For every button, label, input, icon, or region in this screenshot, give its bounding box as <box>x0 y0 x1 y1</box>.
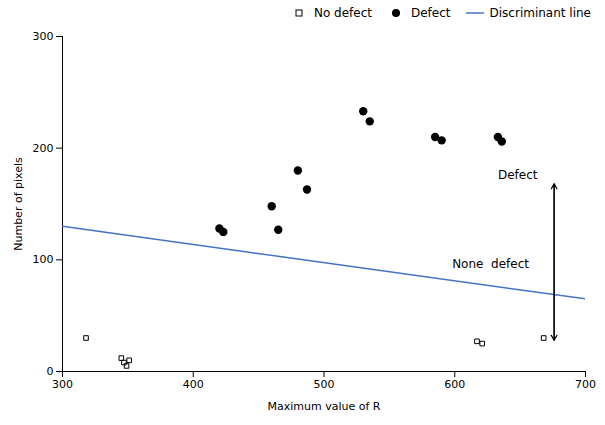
svg-text:Defect: Defect <box>498 168 538 182</box>
svg-text:Number of pixels: Number of pixels <box>12 157 25 251</box>
svg-text:700: 700 <box>575 378 596 391</box>
svg-text:400: 400 <box>183 378 204 391</box>
html-text:Defect: Defect <box>411 6 451 20</box>
svg-text:100: 100 <box>33 253 54 266</box>
svg-text:Maximum value of R: Maximum value of R <box>268 400 381 413</box>
svg-text:300: 300 <box>52 378 73 391</box>
html-text:Discriminant line: Discriminant line <box>489 6 591 20</box>
svg-text:None defect: None defect <box>452 257 529 271</box>
svg-text:300: 300 <box>33 30 54 43</box>
svg-text:500: 500 <box>314 378 335 391</box>
svg-text:200: 200 <box>33 142 54 155</box>
svg-text:0: 0 <box>47 365 54 378</box>
html-text:No defect: No defect <box>313 6 372 20</box>
svg-text:600: 600 <box>444 378 465 391</box>
